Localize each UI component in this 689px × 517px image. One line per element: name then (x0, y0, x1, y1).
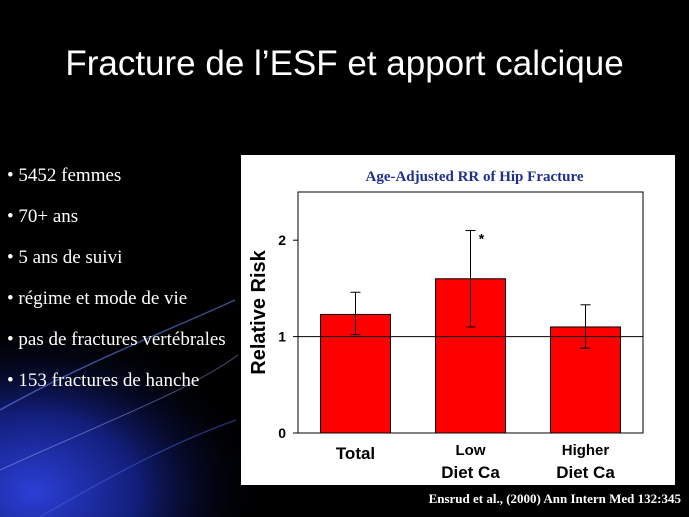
bullet-item: • 70+ ans (7, 206, 79, 227)
bar-chart: Age-Adjusted RR of Hip Fracture 0 1 2 Relati… (248, 169, 644, 482)
chart-panel: Age-Adjusted RR of Hip Fracture 0 1 2 Relati… (241, 155, 675, 485)
bullet-item: • 153 fractures de hanche (7, 370, 200, 391)
y-axis-label: Relative Risk (248, 249, 270, 374)
x-tick-label: Low (456, 442, 486, 459)
citation: Ensrud et al., (2000) Ann Intern Med 132… (428, 491, 681, 506)
slide-title: Fracture de l’ESF et apport calcique (65, 44, 624, 83)
bullet-list: • 5452 femmes • 70+ ans • 5 ans de suivi… (7, 162, 235, 408)
x-tick-label-line2: Diet Ca (441, 463, 500, 482)
y-tick-label: 1 (278, 329, 286, 345)
x-tick-label: Higher (562, 442, 610, 459)
bullet-item: • 5 ans de suivi (7, 247, 123, 268)
x-tick-label: Total (336, 444, 375, 463)
significance-marker: * (479, 231, 485, 247)
bullet-item: • 5452 femmes (7, 165, 122, 186)
bullet-item: • pas de fractures vertébrales (7, 329, 226, 350)
bullet-item: • régime et mode de vie (7, 288, 188, 309)
y-tick-label: 2 (278, 232, 286, 248)
y-tick-label: 0 (278, 425, 286, 441)
x-tick-label-line2: Diet Ca (556, 463, 615, 482)
chart-title: Age-Adjusted RR of Hip Fracture (365, 169, 583, 185)
